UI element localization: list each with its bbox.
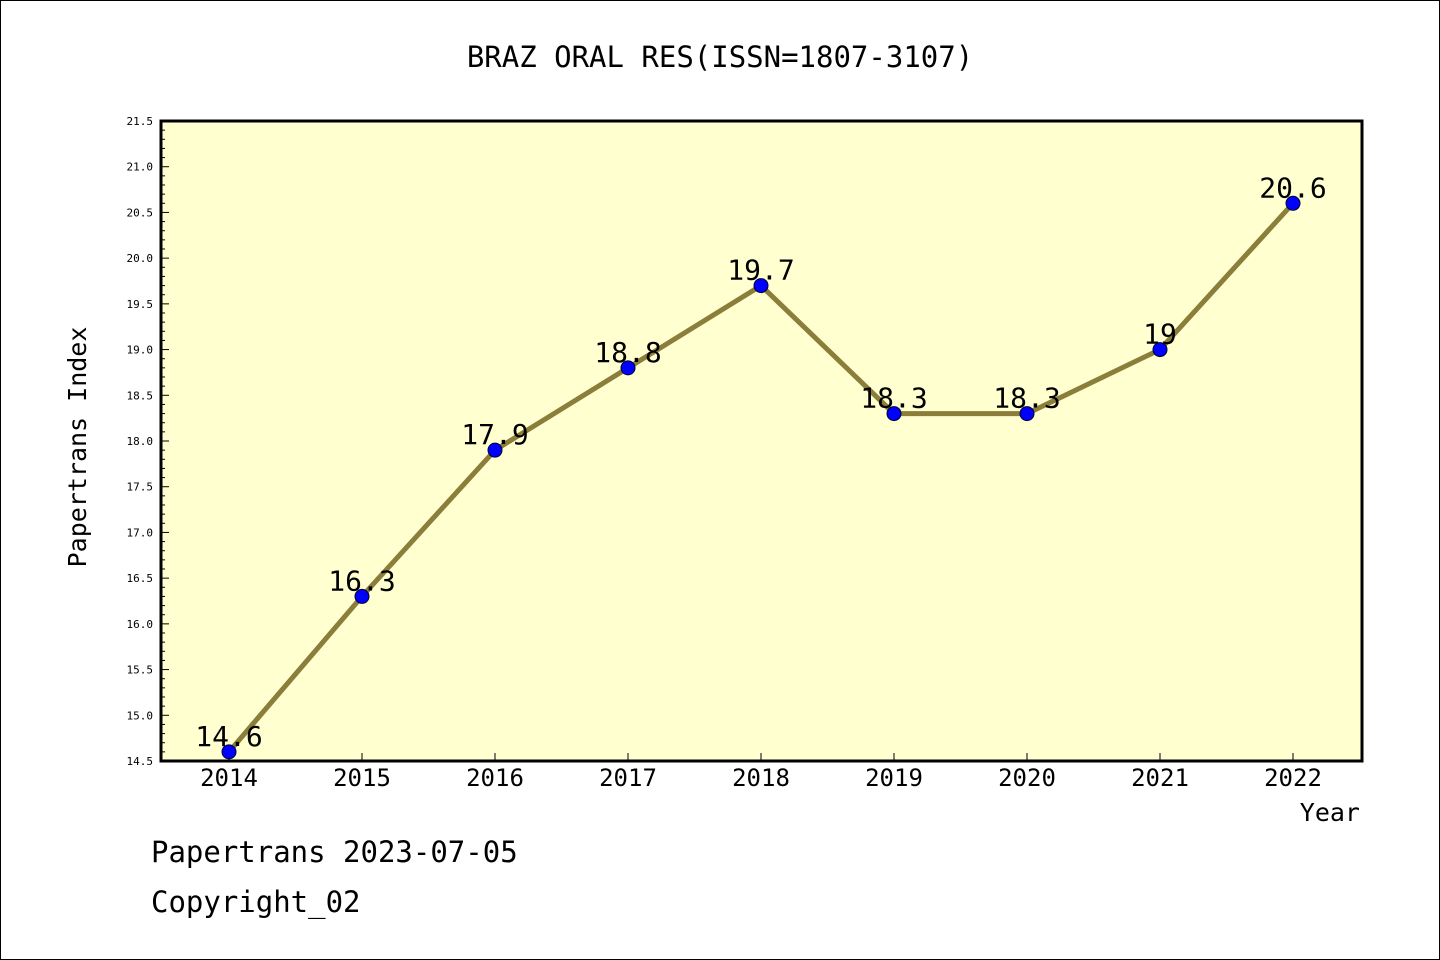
data-point — [354, 588, 370, 604]
data-label: 19 — [1143, 318, 1177, 351]
y-tick-label: 20.0 — [127, 252, 154, 265]
data-label: 18.3 — [860, 382, 927, 415]
data-label: 18.3 — [993, 382, 1060, 415]
y-tick-label: 16.0 — [127, 618, 154, 631]
data-point — [886, 406, 902, 422]
data-label-layer: 14.6 16.3 17.9 18.8 19.7 18.3 18.3 19 20.6 — [195, 171, 1326, 753]
y-tick-label: 17.0 — [127, 526, 154, 539]
x-tick-label: 2018 — [732, 764, 790, 792]
x-tick-label: 2016 — [466, 764, 524, 792]
x-tick-label: 2019 — [865, 764, 923, 792]
y-tick-label: 15.5 — [127, 664, 154, 677]
data-point — [753, 278, 769, 294]
series-layer — [221, 195, 1301, 760]
y-tick-label: 17.5 — [127, 481, 154, 494]
data-point — [1152, 342, 1168, 358]
copyright-line: Copyright_02 — [151, 885, 361, 919]
data-label: 20.6 — [1259, 171, 1326, 204]
plot-area — [159, 119, 1364, 763]
data-label: 17.9 — [461, 418, 528, 451]
chart-title: BRAZ ORAL RES(ISSN=1807-3107) — [467, 40, 973, 74]
x-tick-label: 2020 — [998, 764, 1056, 792]
x-tick-label: 2021 — [1131, 764, 1189, 792]
y-tick-label: 14.5 — [127, 755, 154, 768]
data-point — [620, 360, 636, 376]
y-tick-label: 21.5 — [127, 115, 154, 128]
x-axis-label: Year — [1300, 798, 1360, 827]
source-line: Papertrans 2023-07-05 — [151, 835, 518, 869]
y-tick-label: 18.0 — [127, 435, 154, 448]
y-axis-label: Papertrans Index — [63, 327, 92, 568]
y-tick-label: 21.0 — [127, 161, 154, 174]
plot-border — [159, 119, 1364, 763]
data-label: 14.6 — [195, 720, 262, 753]
y-tick-label: 20.5 — [127, 206, 154, 219]
x-tick-label: 2015 — [333, 764, 391, 792]
y-tick-label: 15.0 — [127, 709, 154, 722]
y-tick-label: 18.5 — [127, 389, 154, 402]
data-point — [487, 442, 503, 458]
y-tick-label: 16.5 — [127, 572, 154, 585]
x-tick-label: 2014 — [200, 764, 258, 792]
data-point — [221, 744, 237, 760]
data-label: 19.7 — [727, 254, 794, 287]
x-axis: 2014 2015 2016 2017 2018 2019 2020 2021 2022 — [200, 753, 1322, 792]
data-point — [1285, 195, 1301, 211]
x-tick-label: 2017 — [599, 764, 657, 792]
data-label: 18.8 — [594, 336, 661, 369]
y-tick-label: 19.0 — [127, 344, 154, 357]
x-tick-label: 2022 — [1264, 764, 1322, 792]
y-tick-label: 19.5 — [127, 298, 154, 311]
data-label: 16.3 — [328, 564, 395, 597]
data-point — [1019, 406, 1035, 422]
